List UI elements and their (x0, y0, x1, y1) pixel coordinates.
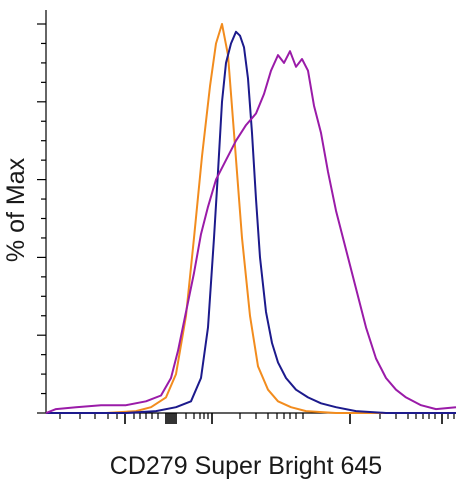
x-axis-ticks (59, 413, 455, 424)
y-axis-title: % of Max (2, 157, 30, 262)
x-axis-title: CD279 Super Bright 645 (110, 452, 382, 480)
y-axis-ticks (37, 23, 46, 414)
histogram-line-1 (46, 23, 456, 414)
plot-frame (45, 10, 456, 414)
histogram-line-3 (45, 50, 457, 414)
series-layer (45, 23, 457, 414)
histogram-line-2 (46, 30, 456, 414)
